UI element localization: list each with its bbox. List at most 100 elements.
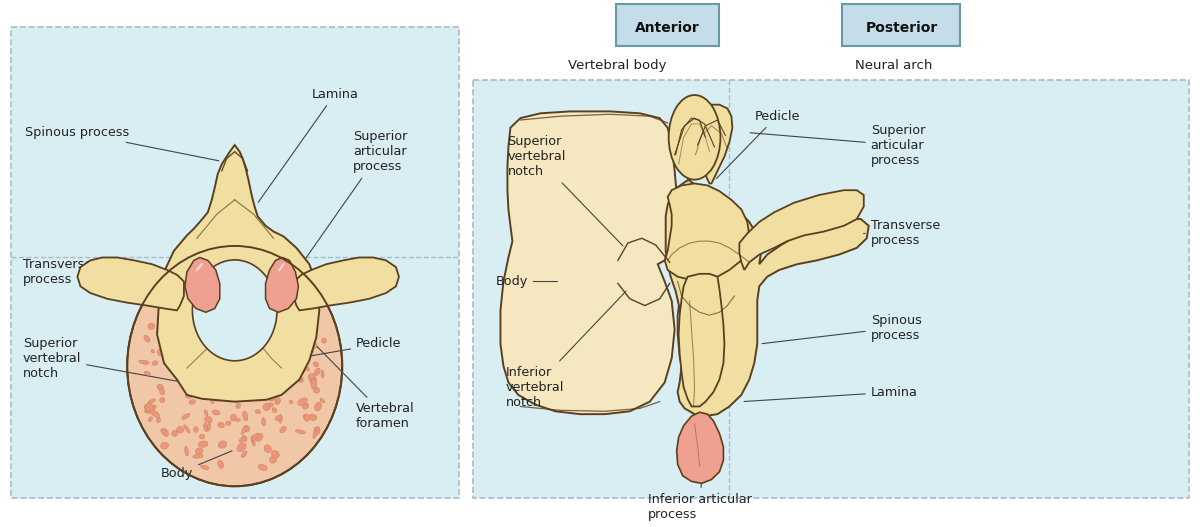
Ellipse shape xyxy=(302,403,308,409)
Ellipse shape xyxy=(248,389,256,394)
Ellipse shape xyxy=(275,415,281,421)
Ellipse shape xyxy=(308,323,314,329)
Ellipse shape xyxy=(161,428,167,433)
Ellipse shape xyxy=(185,356,191,362)
Ellipse shape xyxy=(300,335,307,341)
Ellipse shape xyxy=(313,387,319,393)
Ellipse shape xyxy=(268,320,274,325)
Ellipse shape xyxy=(271,451,280,458)
Ellipse shape xyxy=(222,341,232,348)
Text: Transverse
process: Transverse process xyxy=(23,258,97,286)
Ellipse shape xyxy=(144,335,150,342)
Ellipse shape xyxy=(292,356,295,359)
Ellipse shape xyxy=(300,318,305,325)
Ellipse shape xyxy=(239,436,246,443)
Ellipse shape xyxy=(230,352,236,356)
Ellipse shape xyxy=(160,397,164,403)
Ellipse shape xyxy=(230,328,238,334)
Text: Anterior: Anterior xyxy=(635,21,700,35)
Ellipse shape xyxy=(254,285,260,290)
Ellipse shape xyxy=(204,316,210,326)
Ellipse shape xyxy=(311,324,317,332)
Text: Inferior articular
process: Inferior articular process xyxy=(648,484,751,521)
Ellipse shape xyxy=(298,398,307,405)
Ellipse shape xyxy=(158,304,164,309)
Ellipse shape xyxy=(174,278,180,283)
Text: Vertebral
foramen: Vertebral foramen xyxy=(283,313,415,430)
Ellipse shape xyxy=(308,345,313,353)
Ellipse shape xyxy=(668,95,720,180)
Ellipse shape xyxy=(199,434,205,439)
Ellipse shape xyxy=(210,397,215,404)
Ellipse shape xyxy=(314,427,320,434)
Text: Neural arch: Neural arch xyxy=(854,58,932,72)
Ellipse shape xyxy=(236,403,240,408)
Polygon shape xyxy=(666,104,869,416)
Ellipse shape xyxy=(208,278,214,285)
Ellipse shape xyxy=(161,442,168,449)
Ellipse shape xyxy=(311,379,317,389)
Text: Superior
vertebral
notch: Superior vertebral notch xyxy=(508,135,623,246)
Ellipse shape xyxy=(185,394,192,398)
Polygon shape xyxy=(294,258,398,310)
Text: Lamina: Lamina xyxy=(258,87,359,202)
Text: Spinous process: Spinous process xyxy=(25,126,220,161)
Ellipse shape xyxy=(244,278,251,285)
Ellipse shape xyxy=(256,409,260,414)
Ellipse shape xyxy=(193,323,198,330)
Ellipse shape xyxy=(192,260,277,361)
FancyBboxPatch shape xyxy=(616,4,720,46)
Ellipse shape xyxy=(160,388,164,395)
Ellipse shape xyxy=(277,369,284,379)
FancyBboxPatch shape xyxy=(842,4,960,46)
Ellipse shape xyxy=(139,360,149,364)
Ellipse shape xyxy=(316,427,319,432)
Ellipse shape xyxy=(298,377,304,383)
Ellipse shape xyxy=(263,311,269,318)
Text: Vertebral body: Vertebral body xyxy=(568,58,666,72)
Ellipse shape xyxy=(251,433,259,441)
Ellipse shape xyxy=(270,456,277,463)
Ellipse shape xyxy=(322,338,326,343)
Ellipse shape xyxy=(241,426,247,434)
Ellipse shape xyxy=(152,361,157,365)
Ellipse shape xyxy=(151,349,155,353)
Ellipse shape xyxy=(275,299,281,304)
Ellipse shape xyxy=(254,264,259,271)
Ellipse shape xyxy=(257,318,262,324)
Ellipse shape xyxy=(222,267,228,277)
Ellipse shape xyxy=(262,380,270,387)
Ellipse shape xyxy=(193,454,203,458)
Ellipse shape xyxy=(306,306,311,313)
Ellipse shape xyxy=(218,441,227,448)
Ellipse shape xyxy=(204,423,208,432)
Ellipse shape xyxy=(281,269,289,277)
Ellipse shape xyxy=(224,313,233,323)
FancyBboxPatch shape xyxy=(473,80,1189,498)
Ellipse shape xyxy=(157,349,163,356)
Ellipse shape xyxy=(311,341,317,349)
Ellipse shape xyxy=(149,417,152,422)
Ellipse shape xyxy=(210,306,214,310)
Text: Spinous
process: Spinous process xyxy=(762,314,922,344)
Ellipse shape xyxy=(322,370,324,378)
Ellipse shape xyxy=(181,315,187,323)
Ellipse shape xyxy=(280,357,289,366)
Ellipse shape xyxy=(185,446,188,456)
Polygon shape xyxy=(691,105,732,183)
Ellipse shape xyxy=(200,465,209,470)
Ellipse shape xyxy=(304,414,310,422)
Ellipse shape xyxy=(252,271,262,275)
Ellipse shape xyxy=(314,368,320,375)
Ellipse shape xyxy=(198,441,208,447)
Ellipse shape xyxy=(289,400,293,404)
Ellipse shape xyxy=(169,291,175,299)
Ellipse shape xyxy=(280,426,287,433)
Ellipse shape xyxy=(277,284,286,290)
Ellipse shape xyxy=(197,346,204,356)
Ellipse shape xyxy=(242,435,247,442)
Polygon shape xyxy=(677,412,724,483)
Ellipse shape xyxy=(172,430,178,436)
Ellipse shape xyxy=(188,363,196,370)
Text: Inferior
vertebral
notch: Inferior vertebral notch xyxy=(505,291,626,409)
